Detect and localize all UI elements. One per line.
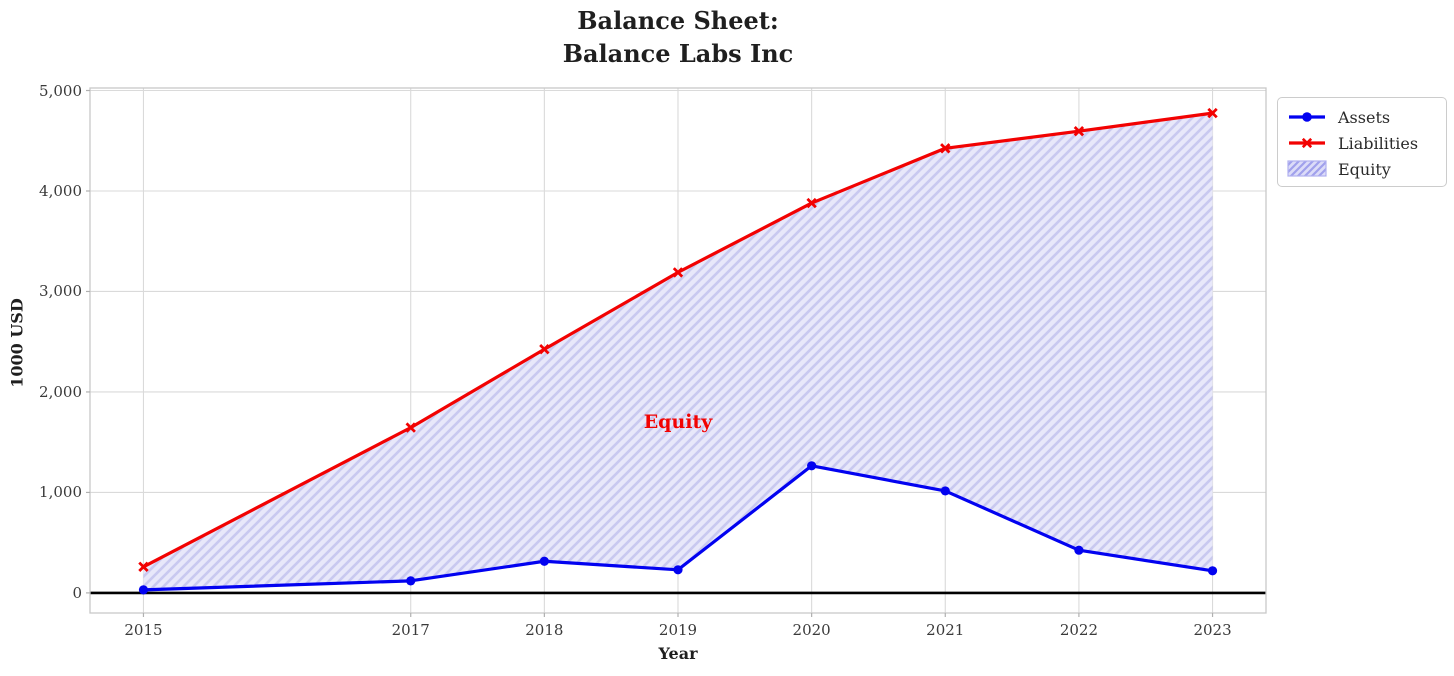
legend-item-liabilities: Liabilities (1287, 130, 1437, 156)
chart-title: Balance Sheet: Balance Labs Inc (562, 6, 794, 68)
x-axis-label: Year (658, 644, 698, 663)
assets-series (138, 461, 1218, 595)
x-tick-label: 2019 (658, 621, 698, 639)
x-tick-label: 2021 (926, 621, 965, 639)
tick-marks (86, 89, 1214, 617)
y-tick-label: 3,000 (39, 282, 82, 301)
equity-annotation: Equity (643, 411, 713, 434)
legend-label-assets: Assets (1338, 107, 1391, 127)
legend-item-equity: Equity (1287, 156, 1437, 182)
equity-fill-area (143, 113, 1213, 590)
liabilities-line-icon (1287, 133, 1327, 153)
x-tick-label: 2018 (525, 621, 564, 639)
liabilities-series (138, 107, 1218, 572)
assets-line-icon (1287, 107, 1327, 127)
y-tick-label: 5,000 (39, 81, 82, 100)
y-tick-label: 2,000 (39, 382, 82, 401)
x-tick-label: 2023 (1193, 621, 1232, 639)
x-tick-label: 2017 (391, 621, 430, 639)
y-tick-label: 1,000 (39, 483, 82, 502)
equity-hatch-swatch-icon (1287, 159, 1327, 179)
y-tick-label: 4,000 (39, 181, 82, 200)
legend-label-equity: Equity (1338, 159, 1391, 179)
legend-item-assets: Assets (1287, 104, 1437, 130)
x-tick-label: 2015 (124, 621, 163, 639)
legend-label-liabilities: Liabilities (1338, 133, 1419, 153)
x-tick-label: 2020 (792, 621, 831, 639)
y-tick-label: 0 (72, 583, 82, 602)
legend: Assets Liabilities Equity (1277, 97, 1447, 187)
x-tick-label: 2022 (1059, 621, 1098, 639)
